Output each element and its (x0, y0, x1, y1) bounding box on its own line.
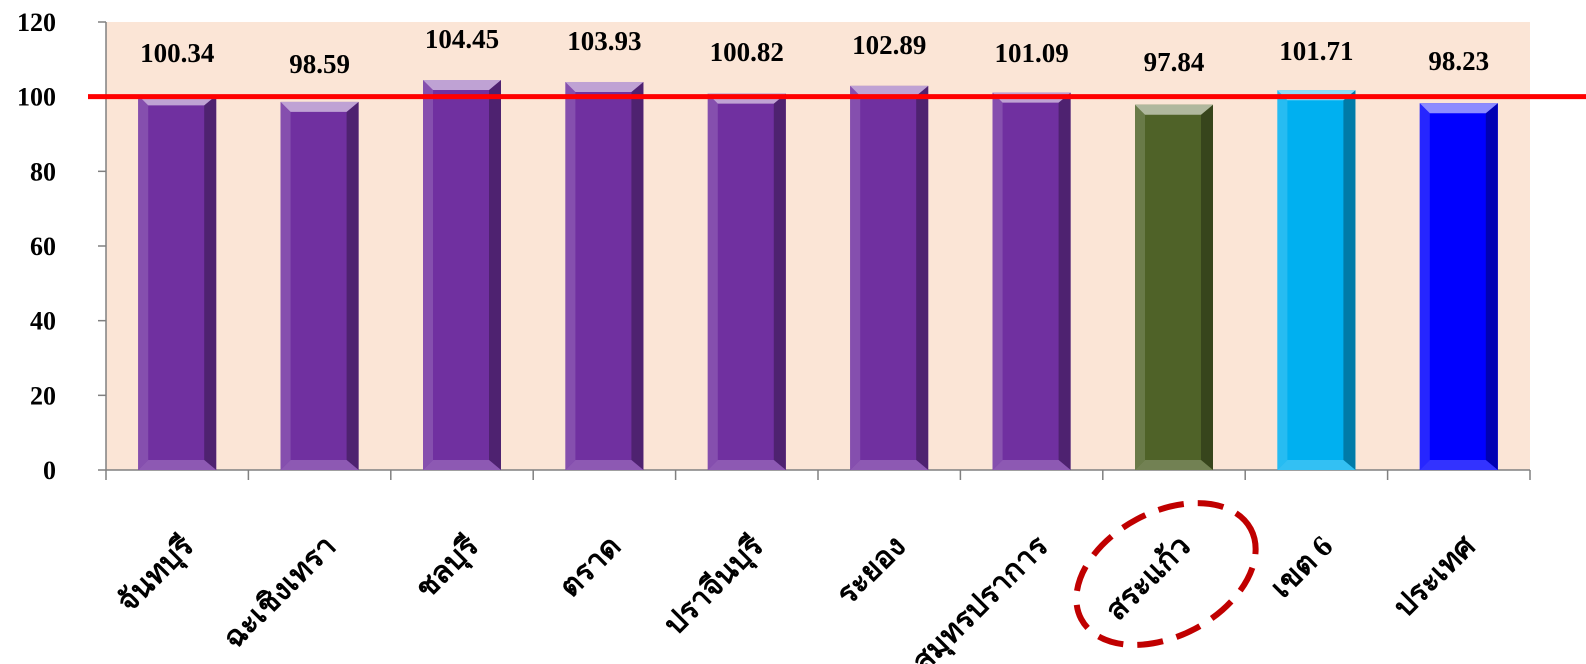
bar-bevel-bottom (850, 460, 929, 470)
bar-bevel-left (138, 95, 149, 470)
bar-bevel-bottom (423, 460, 501, 470)
y-tick-label: 80 (30, 157, 56, 186)
x-category-label: ประเทศ (1387, 529, 1482, 624)
bar-bevel-bottom (1419, 460, 1498, 470)
bar-bevel-left (1419, 103, 1430, 471)
bar-bevel-right (1201, 104, 1213, 471)
value-labels: 100.34 98.59 104.45 103.93 100.82 102.89 101.0… (140, 24, 1489, 79)
y-tick-label: 60 (30, 232, 56, 261)
bar-value-label: 98.23 (1428, 46, 1489, 76)
bar-bevel-left (850, 85, 861, 471)
y-tick-label: 120 (17, 8, 56, 37)
bar-bevel-right (346, 101, 359, 470)
highlight-ellipse (1073, 500, 1259, 648)
x-category-label: สมุทรปราการ (906, 530, 1056, 664)
bar-bevel-left (1135, 104, 1145, 471)
x-category-label: เขต 6 (1265, 530, 1340, 605)
bar-bevel-top (423, 80, 501, 91)
bar-bevel-bottom (138, 460, 217, 470)
y-tick-labels: 0 20 40 60 80 100 120 (17, 8, 56, 485)
bar-bevel-left (707, 93, 718, 470)
bar-9 (1419, 103, 1498, 471)
bar-bevel-top (1419, 103, 1498, 114)
bar-bevel-left (992, 92, 1003, 470)
bar-bevel-bottom (280, 460, 359, 470)
bar-bevel-right (1058, 92, 1071, 470)
bar-8 (1277, 90, 1356, 471)
bar-value-label: 98.59 (289, 49, 350, 79)
bar-body (1419, 103, 1498, 471)
bar-bevel-right (1485, 103, 1498, 471)
bar-4 (707, 93, 786, 470)
bar-value-label: 100.34 (140, 38, 214, 68)
bar-body (423, 80, 501, 470)
x-category-label: ชลบุรี (409, 530, 486, 607)
bar-value-label: 97.84 (1144, 47, 1205, 77)
bar-bevel-left (423, 80, 433, 470)
bar-value-label: 103.93 (567, 26, 641, 56)
x-category-label: ฉะเชิงเทรา (217, 530, 343, 656)
bar-bevel-right (916, 85, 929, 471)
x-category-label: จันทบุรี (111, 530, 202, 621)
bar-bevel-right (773, 93, 786, 470)
bar-bevel-right (489, 80, 501, 470)
bar-body (565, 81, 644, 471)
bar-value-label: 100.82 (710, 37, 784, 67)
x-tick-labels: จันทบุรี ฉะเชิงเทรา ชลบุรี ตราด ปราจีนบุรี ระ… (111, 529, 1482, 664)
bar-bevel-bottom (1277, 460, 1356, 470)
bar-bevel-top (850, 85, 929, 96)
y-tick-label: 100 (17, 83, 56, 112)
bar-body (1277, 90, 1356, 471)
x-category-label: ระยอง (830, 530, 912, 612)
highlight-marker (1073, 500, 1259, 648)
y-tick-label: 0 (43, 456, 56, 485)
bar-bevel-top (1135, 104, 1213, 115)
bar-body (1135, 104, 1213, 471)
x-category-label: ปราจีนบุรี (658, 530, 771, 643)
bar-body (280, 101, 359, 470)
x-category-label: สระแก้ว (1099, 530, 1197, 628)
bar-series (138, 80, 1498, 471)
y-tick-label: 20 (30, 381, 56, 410)
bar-6 (992, 92, 1071, 470)
bar-bevel-left (1277, 90, 1288, 471)
bar-bevel-bottom (707, 460, 786, 470)
bar-bevel-bottom (992, 460, 1071, 470)
bar-bevel-bottom (1135, 460, 1213, 470)
bar-value-label: 104.45 (425, 24, 499, 54)
bar-body (850, 85, 929, 471)
bar-3 (565, 81, 644, 471)
y-tick-label: 40 (30, 307, 56, 336)
bar-bevel-right (204, 95, 217, 470)
bar-bevel-left (280, 101, 291, 470)
bar-bevel-right (631, 81, 644, 471)
bar-bevel-right (1343, 90, 1356, 471)
bar-2 (423, 80, 501, 470)
bar-body (992, 92, 1071, 470)
x-category-label: ตราด (553, 530, 627, 604)
bar-value-label: 101.71 (1279, 36, 1353, 66)
bar-body (138, 95, 217, 470)
bar-5 (850, 85, 929, 471)
bar-bevel-top (565, 81, 644, 92)
bar-value-label: 101.09 (994, 38, 1068, 68)
bar-body (707, 93, 786, 470)
bar-7 (1135, 104, 1213, 471)
bar-bevel-top (280, 101, 359, 112)
bar-bevel-left (565, 81, 576, 471)
bar-bevel-bottom (565, 460, 644, 470)
bar-1 (280, 101, 359, 470)
bar-value-label: 102.89 (852, 30, 926, 60)
bar-0 (138, 95, 217, 470)
